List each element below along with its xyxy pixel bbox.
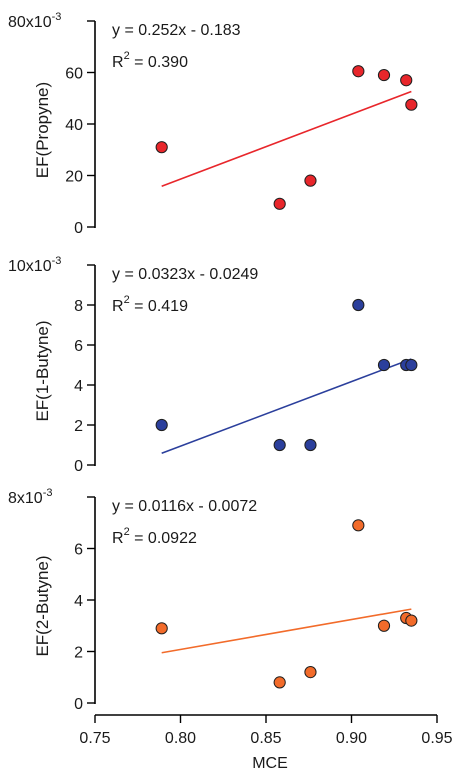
data-point bbox=[273, 676, 286, 689]
data-point bbox=[155, 141, 168, 154]
fit-line bbox=[161, 90, 412, 187]
x-tick-label: 0.90 bbox=[336, 730, 367, 747]
data-point bbox=[304, 438, 317, 452]
y-tick-label: 8 bbox=[74, 298, 83, 315]
panel-3: 0 2 4 6 8x10-3 EF(2-Butyne) y = 0.0116x - 0.00… bbox=[8, 487, 418, 713]
x-axis: 0.75 0.80 0.85 0.90 0.95 MCE bbox=[79, 714, 453, 772]
r-squared: R2 = 0.0922 bbox=[112, 526, 197, 547]
y-multiplier-label: x10 bbox=[26, 258, 52, 275]
y-axis-label: EF(2-Butyne) bbox=[33, 555, 52, 656]
y-tick-label: 60 bbox=[65, 66, 83, 83]
data-point bbox=[377, 619, 391, 632]
y-multiplier-label: x10 bbox=[17, 490, 43, 507]
data-point bbox=[304, 174, 317, 187]
y-multiplier-exponent: -3 bbox=[52, 255, 62, 267]
data-point bbox=[304, 666, 317, 679]
y-tick-label: 0 bbox=[74, 220, 83, 237]
y-tick-label: 0 bbox=[74, 696, 83, 713]
y-tick-label: 4 bbox=[74, 378, 83, 395]
y-tick-label: 6 bbox=[74, 542, 83, 559]
y-tick-label: 6 bbox=[74, 338, 83, 355]
data-point bbox=[352, 298, 365, 312]
y-multiplier-exponent: -3 bbox=[43, 487, 53, 499]
x-tick-label: 0.75 bbox=[79, 730, 110, 747]
data-point bbox=[377, 68, 391, 82]
data-point bbox=[155, 622, 168, 635]
x-tick-label: 0.95 bbox=[421, 730, 452, 747]
y-multiplier-exponent: -3 bbox=[52, 11, 62, 23]
data-point bbox=[352, 519, 365, 532]
y-tick-label: 2 bbox=[74, 418, 83, 435]
data-point bbox=[400, 74, 413, 87]
y-tick-label: 10x10-3 bbox=[8, 255, 61, 275]
r-squared-value: = 0.390 bbox=[130, 54, 188, 71]
y-tick-label: 40 bbox=[65, 117, 83, 134]
r-squared: R2 = 0.419 bbox=[112, 294, 188, 315]
r-squared-exponent: 2 bbox=[124, 526, 130, 538]
r-squared-value: = 0.0922 bbox=[130, 530, 197, 547]
fit-equation: y = 0.252x - 0.183 bbox=[112, 22, 241, 39]
y-axis-label: EF(1-Butyne) bbox=[33, 320, 52, 421]
r-squared-exponent: 2 bbox=[124, 50, 130, 62]
x-tick-label: 0.85 bbox=[250, 730, 281, 747]
y-tick-label: 4 bbox=[74, 593, 83, 610]
fit-equation: y = 0.0116x - 0.0072 bbox=[112, 498, 257, 515]
data-point bbox=[377, 358, 391, 372]
fit-equation: y = 0.0323x - 0.0249 bbox=[112, 266, 258, 283]
y-multiplier-label: x10 bbox=[26, 14, 52, 31]
r-squared-value: = 0.419 bbox=[130, 298, 188, 315]
y-axis-label: EF(Propyne) bbox=[33, 82, 52, 178]
y-tick-label: 0 bbox=[74, 458, 83, 475]
data-point bbox=[352, 65, 365, 78]
panel-1: 0 20 40 60 80x10-3 EF(Propyne) y = 0.252x - 0.… bbox=[8, 11, 418, 237]
y-tick-label: 20 bbox=[65, 169, 83, 186]
data-point bbox=[273, 438, 286, 452]
r-squared-exponent: 2 bbox=[124, 294, 130, 306]
x-axis-label: MCE bbox=[252, 755, 288, 772]
data-point bbox=[273, 197, 286, 210]
data-point bbox=[155, 418, 168, 432]
y-tick-label: 80x10-3 bbox=[8, 11, 61, 31]
r-squared: R2 = 0.390 bbox=[112, 50, 188, 71]
data-point bbox=[405, 358, 418, 372]
fit-line bbox=[161, 358, 412, 455]
y-tick-label: 2 bbox=[74, 645, 83, 662]
x-tick-label: 0.80 bbox=[165, 730, 196, 747]
y-tick-label: 8x10-3 bbox=[8, 487, 52, 507]
data-point bbox=[405, 98, 418, 111]
fit-line bbox=[161, 608, 412, 654]
data-point bbox=[405, 614, 418, 627]
panel-2: 0 2 4 6 8 10x10-3 EF(1-Butyne) y = 0.0323x - 0.… bbox=[8, 255, 418, 475]
